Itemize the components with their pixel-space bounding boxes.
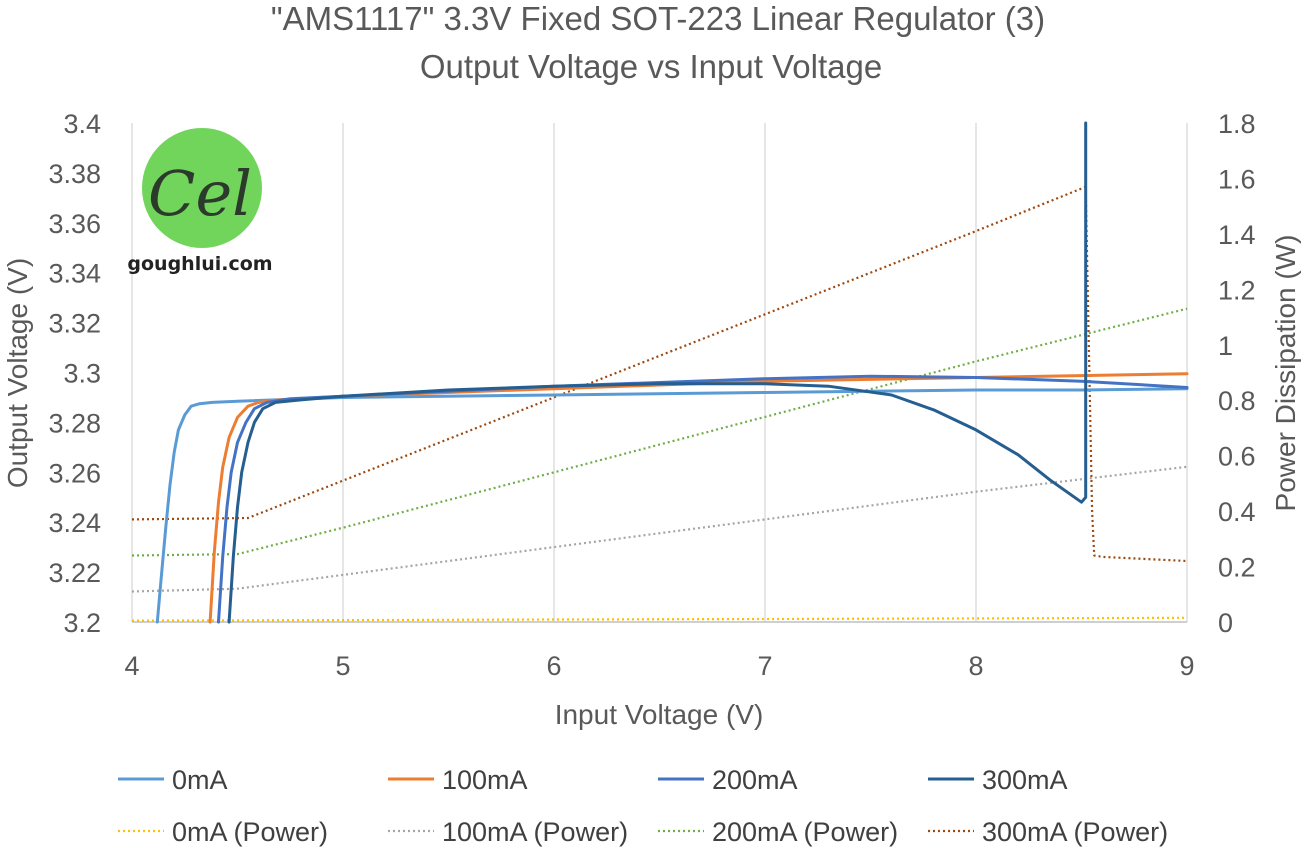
series-line-100ma-power: [131, 465, 1188, 593]
y-tick-label-3: 3.26: [48, 458, 101, 488]
logo-glyph: Cel: [148, 157, 252, 230]
legend-item-1: 100mA: [388, 765, 528, 795]
chart-title-line-2: Output Voltage vs Input Voltage: [420, 48, 882, 85]
legend-item-5: 100mA (Power): [388, 817, 628, 847]
y-tick-label-0: 3.2: [63, 608, 101, 638]
legend-item-7: 300mA (Power): [928, 817, 1168, 847]
series-line-100ma: [208, 372, 1189, 624]
y-tick-label-8: 3.36: [48, 209, 101, 239]
legend-label-1: 100mA: [442, 765, 528, 795]
y2-tick-label-5: 1: [1218, 331, 1233, 361]
y2-tick-label-6: 1.2: [1218, 275, 1256, 305]
x-tick-label-3: 7: [757, 651, 772, 681]
series-line-200ma-power: [131, 307, 1188, 557]
y2-tick-label-0: 0: [1218, 608, 1233, 638]
x-tick-label-0: 4: [124, 651, 139, 681]
x-tick-label-2: 6: [546, 651, 561, 681]
series-layer: [131, 121, 1189, 624]
y-axis-title: Output Voltage (V): [2, 258, 33, 488]
y-tick-label-9: 3.38: [48, 159, 101, 189]
legend-item-2: 200mA: [658, 765, 798, 795]
series-line-200ma: [217, 374, 1189, 624]
legend-item-6: 200mA (Power): [658, 817, 898, 847]
legend-label-0: 0mA: [172, 765, 228, 795]
y2-tick-label-4: 0.8: [1218, 386, 1256, 416]
y2-tick-label-3: 0.6: [1218, 442, 1256, 472]
legend-item-0: 0mA: [118, 765, 228, 795]
y2-tick-label-7: 1.4: [1218, 220, 1256, 250]
legend: 0mA 100mA 200mA 300mA 0mA (Power) 100mA (Powe…: [118, 765, 1168, 847]
y-tick-label-10: 3.4: [63, 109, 101, 139]
y-tick-label-7: 3.34: [48, 259, 101, 289]
legend-label-7: 300mA (Power): [982, 817, 1168, 847]
legend-item-4: 0mA (Power): [118, 817, 328, 847]
y2-tick-label-8: 1.6: [1218, 164, 1256, 194]
chart-title-line-1: "AMS1117" 3.3V Fixed SOT-223 Linear Regu…: [271, 0, 1045, 37]
series-line-0ma: [155, 387, 1189, 624]
legend-item-3: 300mA: [928, 765, 1068, 795]
y-tick-label-2: 3.24: [48, 508, 101, 538]
legend-label-3: 300mA: [982, 765, 1068, 795]
legend-label-2: 200mA: [712, 765, 798, 795]
y2-tick-label-2: 0.4: [1218, 497, 1256, 527]
logo-text: goughlui.com: [127, 253, 272, 275]
y2-tick-label-9: 1.8: [1218, 109, 1256, 139]
y-tick-label-5: 3.3: [63, 359, 101, 389]
y-tick-label-1: 3.22: [48, 558, 101, 588]
legend-label-4: 0mA (Power): [172, 817, 328, 847]
logo-circle: [142, 128, 262, 248]
x-tick-label-1: 5: [335, 651, 350, 681]
y2-axis-title: Power Dissipation (W): [1270, 235, 1301, 512]
grid-layer: [131, 123, 1188, 623]
y2-tick-label-1: 0.2: [1218, 553, 1256, 583]
x-tick-label-5: 9: [1179, 651, 1194, 681]
series-line-300ma-power: [131, 185, 1188, 563]
series-line-0ma-power: [131, 616, 1188, 622]
legend-label-6: 200mA (Power): [712, 817, 898, 847]
axis-layer: 4 5 6 7 8 9 3.2 3.22 3.24 3.26 3.28 3.3 3.32 3.34 3.36…: [48, 109, 1255, 681]
goughlui-logo: Cel goughlui.com: [127, 128, 273, 275]
series-line-300ma: [227, 121, 1088, 624]
x-tick-label-4: 8: [968, 651, 983, 681]
x-axis-title: Input Voltage (V): [555, 699, 764, 730]
y-tick-label-6: 3.32: [48, 309, 101, 339]
y-tick-label-4: 3.28: [48, 408, 101, 438]
legend-label-5: 100mA (Power): [442, 817, 628, 847]
